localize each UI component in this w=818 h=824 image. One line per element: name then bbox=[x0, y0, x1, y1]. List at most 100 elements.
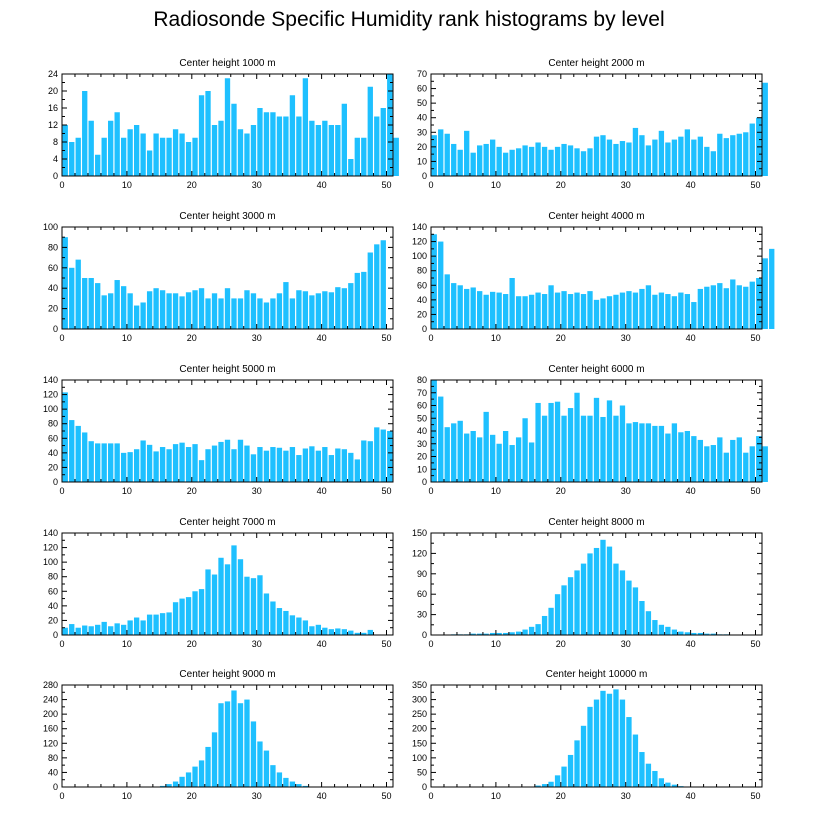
histogram-bar bbox=[639, 288, 645, 329]
histogram-bar bbox=[114, 112, 120, 176]
histogram-bar bbox=[82, 432, 88, 482]
histogram-bar bbox=[626, 291, 632, 329]
histogram-bar bbox=[231, 298, 237, 329]
histogram-bar bbox=[548, 149, 554, 176]
histogram-bar bbox=[367, 252, 373, 329]
histogram-bar bbox=[743, 132, 749, 176]
histogram-bar bbox=[192, 137, 198, 176]
histogram-bar bbox=[348, 630, 354, 635]
histogram-bar bbox=[451, 283, 457, 329]
histogram-bar bbox=[120, 137, 127, 176]
histogram-bar bbox=[665, 433, 671, 482]
histogram-bar bbox=[276, 608, 283, 635]
y-tick-label: 10 bbox=[417, 464, 427, 474]
y-tick-label: 350 bbox=[412, 680, 427, 690]
histogram-bar bbox=[457, 149, 463, 176]
y-tick-label: 20 bbox=[48, 86, 58, 96]
histogram-bar bbox=[593, 397, 600, 482]
histogram-bar bbox=[457, 420, 463, 482]
histogram-bar bbox=[528, 146, 535, 176]
histogram-bar bbox=[166, 449, 172, 482]
x-tick-label: 10 bbox=[491, 486, 501, 496]
y-tick-label: 140 bbox=[412, 222, 427, 232]
histogram-bar bbox=[244, 133, 250, 176]
histogram-bar bbox=[483, 411, 489, 482]
histogram-bar bbox=[509, 445, 515, 482]
histogram-bar bbox=[244, 445, 250, 482]
x-tick-label: 30 bbox=[252, 180, 262, 190]
y-tick-label: 24 bbox=[48, 69, 58, 79]
histogram-bar bbox=[587, 706, 593, 787]
histogram-bar bbox=[82, 625, 88, 635]
histogram-bar bbox=[270, 298, 276, 329]
x-tick-label: 0 bbox=[59, 791, 64, 801]
histogram-bar bbox=[535, 292, 541, 329]
histogram-bar bbox=[315, 450, 322, 482]
histogram-bar bbox=[717, 437, 723, 482]
x-tick-label: 0 bbox=[428, 180, 433, 190]
x-tick-label: 50 bbox=[751, 180, 761, 190]
y-tick-label: 40 bbox=[48, 767, 58, 777]
histogram-bar bbox=[380, 240, 386, 329]
x-tick-label: 20 bbox=[187, 180, 197, 190]
histogram-bar bbox=[769, 248, 775, 329]
histogram-bar bbox=[600, 416, 606, 482]
histogram-bar bbox=[470, 287, 476, 329]
histogram-bar bbox=[567, 754, 574, 787]
panel-title: Center height 7000 m bbox=[179, 517, 275, 528]
histogram-bar bbox=[322, 120, 328, 176]
histogram-bar bbox=[749, 281, 755, 329]
panel-title: Center height 9000 m bbox=[179, 669, 275, 680]
histogram-bar bbox=[192, 290, 198, 329]
histogram-bar bbox=[652, 425, 658, 482]
x-tick-label: 40 bbox=[317, 333, 327, 343]
y-tick-label: 0 bbox=[422, 171, 427, 181]
histogram-bar bbox=[270, 112, 276, 176]
histogram-bar bbox=[645, 423, 652, 482]
histogram-bar bbox=[580, 563, 587, 635]
histogram-bar bbox=[535, 142, 541, 176]
histogram-bar bbox=[120, 286, 127, 329]
histogram-bar bbox=[172, 602, 179, 635]
histogram-bar bbox=[762, 446, 768, 482]
histogram-bar bbox=[522, 418, 528, 482]
histogram-bar bbox=[270, 601, 276, 635]
histogram-bar bbox=[483, 143, 489, 176]
histogram-bar bbox=[438, 396, 444, 482]
histogram-bar bbox=[554, 292, 561, 329]
histogram-bar bbox=[684, 129, 691, 176]
histogram-bar bbox=[580, 725, 587, 787]
histogram-panel: Center height 4000 m 0 10 20 30 40 50 0 20 40 60 80… bbox=[412, 211, 775, 343]
histogram-bar bbox=[361, 440, 367, 482]
histogram-bar bbox=[69, 267, 75, 329]
histogram-bar bbox=[270, 765, 276, 787]
histogram-bar bbox=[361, 632, 367, 635]
histogram-bar bbox=[600, 539, 606, 635]
histogram-bar bbox=[691, 302, 697, 329]
histogram-bar bbox=[276, 772, 283, 787]
histogram-bar bbox=[444, 274, 450, 329]
histogram-bar bbox=[179, 133, 185, 176]
y-tick-label: 20 bbox=[417, 452, 427, 462]
histogram-bar bbox=[348, 283, 354, 329]
histogram-bar bbox=[502, 294, 509, 329]
histogram-bar bbox=[101, 295, 107, 329]
y-tick-label: 30 bbox=[417, 127, 427, 137]
x-tick-label: 0 bbox=[59, 333, 64, 343]
histogram-bar bbox=[489, 434, 496, 482]
histogram-bar bbox=[704, 633, 710, 635]
histogram-bar bbox=[166, 137, 172, 176]
histogram-bar bbox=[244, 576, 250, 635]
histogram-bar bbox=[678, 631, 684, 635]
histogram-bar bbox=[224, 288, 231, 329]
histogram-bar bbox=[69, 624, 75, 635]
histogram-bar bbox=[515, 631, 522, 635]
histogram-bar bbox=[231, 690, 237, 787]
histogram-bar bbox=[691, 632, 697, 635]
histogram-bar bbox=[691, 139, 697, 176]
y-tick-label: 100 bbox=[412, 753, 427, 763]
histogram-bar bbox=[730, 135, 736, 176]
histogram-bar bbox=[574, 148, 580, 176]
histogram-panel: Center height 6000 m 0 10 20 30 40 50 0 10 20 30 40… bbox=[417, 364, 768, 496]
histogram-bar bbox=[541, 784, 548, 787]
